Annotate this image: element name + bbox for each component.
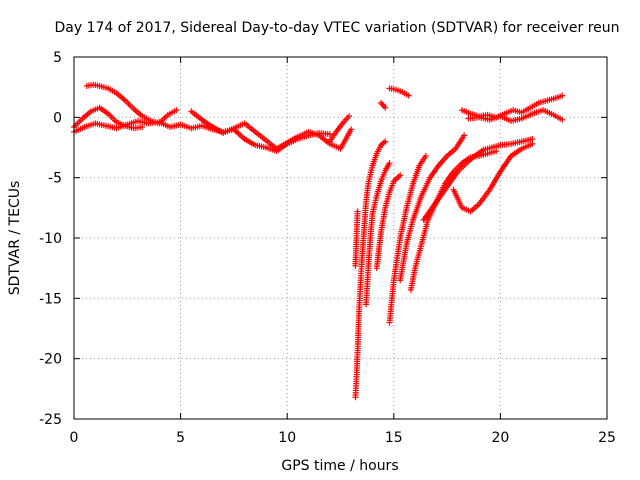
x-tick-label: 20 [491,430,509,446]
data-point [397,172,404,179]
grid-lines [74,57,607,419]
y-axis-label: SDTVAR / TECUs [7,181,23,296]
y-tick-label: -15 [39,291,62,307]
series-arc-18 [465,107,566,124]
series-arc-11 [397,132,468,284]
data-point [326,131,333,138]
data-point [386,160,393,167]
y-tick-label: -20 [39,352,62,368]
series-arc-13 [420,136,536,223]
data-point [559,116,566,123]
series-arc-16 [378,99,389,111]
data-point [559,92,566,99]
series-arc-14 [450,140,536,215]
y-tick-label: -25 [39,412,62,428]
data-point [529,140,536,147]
series-arc-1 [71,117,333,155]
data-point [348,126,355,133]
data-point [422,152,429,159]
data-points [71,81,566,401]
data-point [173,107,180,114]
data-point [354,208,361,215]
y-tick-label: 0 [53,110,62,126]
data-point [405,92,412,99]
series-arc-9 [373,172,404,272]
y-tick-labels: 5 0 -5 -10 -15 -20 -25 [39,50,62,428]
chart-title: Day 174 of 2017, Sidereal Day-to-day VTE… [54,20,619,36]
x-tick-label: 15 [385,430,403,446]
x-tick-label: 5 [176,430,185,446]
series-arc-15 [386,85,412,99]
data-point [461,132,468,139]
x-axis-label: GPS time / hours [281,458,398,474]
axis-ticks [73,56,608,420]
x-tick-labels: 0 5 10 15 20 25 [70,430,616,446]
series-arc-12 [407,148,500,293]
y-tick-label: -5 [48,171,62,187]
x-tick-label: 10 [278,430,296,446]
series-arc-7 [352,208,361,269]
series-arc-4 [188,108,355,152]
x-tick-label: 0 [70,430,79,446]
series-arc-5 [326,113,353,145]
series-arc-6 [352,138,389,401]
series-arc-3 [71,104,146,132]
series-arc-2 [83,81,180,127]
series-arc-8 [363,160,393,308]
x-tick-label: 25 [598,430,616,446]
data-point [382,104,389,111]
data-point [346,113,353,120]
plot-frame [73,56,608,420]
y-tick-label: 5 [53,50,62,66]
data-point [139,123,146,130]
data-point [382,138,389,145]
series-arc-10 [386,152,429,326]
y-tick-label: -10 [39,231,62,247]
